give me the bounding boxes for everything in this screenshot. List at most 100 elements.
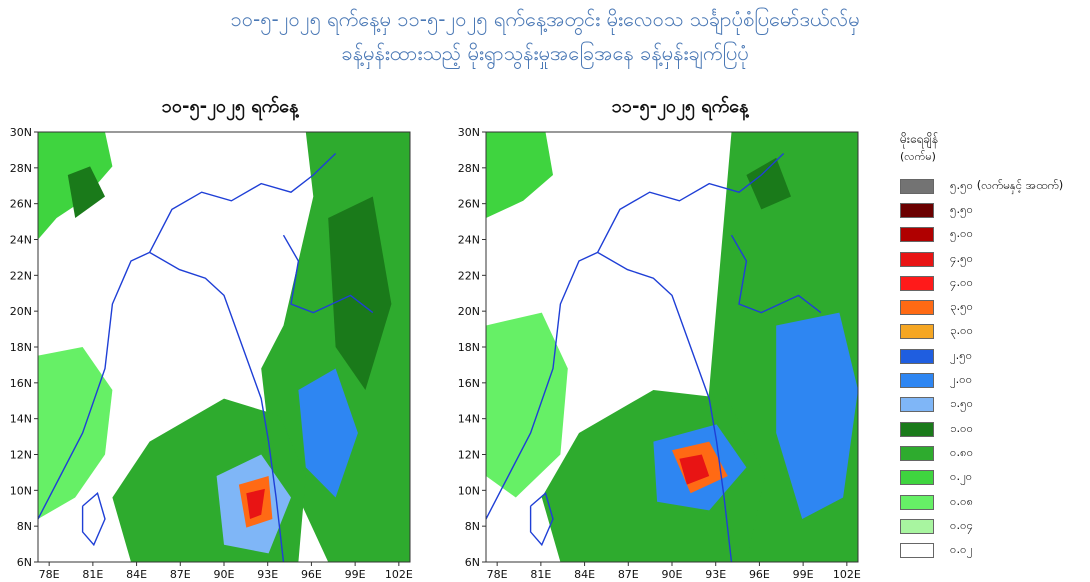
legend-item: ၀.၈၀ — [900, 441, 1090, 465]
lat-tick-label: 12N — [10, 449, 32, 462]
legend-label: ၂.၅၀ — [950, 347, 973, 362]
legend-item: ၄.၀၀ — [900, 271, 1090, 295]
legend-item: ၃.၅၀ — [900, 295, 1090, 319]
coastline — [148, 152, 337, 253]
map-2-heading: ၁၁-၅-၂၀၂၅ ရက်နေ့ — [611, 96, 749, 117]
legend-swatch — [900, 421, 934, 437]
lat-tick-label: 14N — [458, 413, 480, 426]
legend-swatch — [900, 275, 934, 291]
coastline — [529, 491, 554, 547]
legend-item: ၁.၅၀ — [900, 393, 1090, 417]
lon-tick-label: 96E — [301, 568, 322, 581]
lat-tick-label: 20N — [10, 305, 32, 318]
lon-tick-label: 90E — [214, 568, 235, 581]
legend-label: ၀.၈၀ — [950, 444, 974, 459]
lat-tick-label: 6N — [465, 556, 480, 569]
legend-label: ၀.၀၂ — [950, 542, 973, 557]
legend-swatch — [900, 373, 934, 389]
legend-label: ၄.၀၀ — [950, 274, 974, 289]
legend-label: ၄.၅၀ — [950, 250, 974, 265]
legend-item: ၀.၀၈ — [900, 490, 1090, 514]
lat-tick-label: 6N — [17, 556, 32, 569]
legend-item: ၅.၅၀ — [900, 198, 1090, 222]
lat-tick-label: 20N — [458, 305, 480, 318]
coastline — [596, 152, 785, 253]
legend-item: ၅.၀၀ — [900, 223, 1090, 247]
lat-tick-label: 28N — [10, 162, 32, 175]
rain-area — [486, 312, 568, 498]
map-1-heading: ၁၀-၅-၂၀၂၅ ရက်နေ့ — [161, 96, 299, 117]
lat-tick-label: 8N — [465, 520, 480, 533]
page-title-line-1: ၁၀-၅-၂၀၂၅ ရက်နေ့မှ ၁၁-၅-၂၀၂၅ ရက်နေ့အတွင်… — [230, 7, 860, 31]
legend-label: ၃.၀၀ — [950, 323, 974, 338]
lat-tick-label: 22N — [458, 269, 480, 282]
coastline — [282, 234, 374, 314]
legend-item: ၀.၀၂ — [900, 538, 1090, 562]
legend-item: ၂.၀၀ — [900, 368, 1090, 392]
legend-label: ၅.၅၀ (လက်မနှင့် အထက်) — [950, 177, 1064, 192]
lat-tick-label: 26N — [458, 198, 480, 211]
legend-unit: (လက်မ) — [900, 150, 936, 163]
legend-item: ၅.၅၀ (လက်မနှင့် အထက်) — [900, 174, 1090, 198]
rain-area — [328, 196, 392, 390]
legend-swatch — [900, 518, 934, 534]
legend-item: ၁.၀၀ — [900, 417, 1090, 441]
lon-tick-label: 90E — [662, 568, 683, 581]
legend-title: မိုးရေချိန် — [900, 132, 939, 146]
lat-tick-label: 16N — [10, 377, 32, 390]
legend-swatch — [900, 202, 934, 218]
legend-swatch — [900, 227, 934, 243]
rain-area — [38, 347, 113, 519]
legend-label: ၅.၀၀ — [950, 226, 974, 241]
lon-tick-label: 93E — [705, 568, 726, 581]
lon-tick-label: 78E — [39, 568, 60, 581]
legend-item: ၄.၅၀ — [900, 247, 1090, 271]
rain-area — [246, 488, 265, 519]
lon-tick-label: 87E — [618, 568, 639, 581]
lat-tick-label: 10N — [10, 484, 32, 497]
legend-swatch — [900, 300, 934, 316]
legend-item: ၀.၀၄ — [900, 514, 1090, 538]
lon-tick-label: 78E — [487, 568, 508, 581]
lon-tick-label: 84E — [126, 568, 147, 581]
legend-label: ၀.၀၄ — [950, 517, 974, 532]
lon-tick-label: 102E — [385, 568, 413, 581]
legend-item: ၂.၅၀ — [900, 344, 1090, 368]
lat-tick-label: 24N — [10, 234, 32, 247]
legend-label: ၃.၅၀ — [950, 299, 974, 314]
lat-tick-label: 18N — [10, 341, 32, 354]
lat-tick-label: 14N — [10, 413, 32, 426]
lat-tick-label: 22N — [10, 269, 32, 282]
legend-swatch — [900, 178, 934, 194]
coastline — [37, 251, 285, 563]
legend-label: ၀.၀၈ — [950, 493, 974, 508]
lon-tick-label: 93E — [257, 568, 278, 581]
legend-swatch — [900, 543, 934, 559]
legend-swatch — [900, 445, 934, 461]
legend-label: ၂.၀၀ — [950, 372, 973, 387]
lon-tick-label: 96E — [749, 568, 770, 581]
rain-area — [746, 157, 791, 210]
rainfall-legend: မိုးရေချိန် (လက်မ) ၅.၅၀ (လက်မနှင့် အထက်)… — [900, 130, 1090, 563]
rainfall-map-day-1: 30N 28N 26N 24N 22N 20N 18N 16N 14N 12N 10N 8N 6N 78E… — [0, 122, 450, 582]
legend-swatch — [900, 470, 934, 486]
legend-swatch — [900, 494, 934, 510]
lon-tick-label: 99E — [345, 568, 366, 581]
lat-tick-label: 26N — [10, 198, 32, 211]
legend-swatch — [900, 324, 934, 340]
coastline — [81, 491, 106, 547]
coastline — [485, 251, 733, 563]
lat-tick-label: 12N — [458, 449, 480, 462]
rain-area — [486, 132, 553, 218]
lat-tick-label: 8N — [17, 520, 32, 533]
lat-tick-label: 10N — [458, 484, 480, 497]
rain-area — [776, 312, 858, 519]
lon-tick-label: 102E — [833, 568, 861, 581]
lon-tick-label: 81E — [82, 568, 103, 581]
lon-tick-label: 99E — [793, 568, 814, 581]
lat-tick-label: 30N — [10, 126, 32, 139]
legend-label: ၁.၀၀ — [950, 420, 974, 435]
legend-swatch — [900, 397, 934, 413]
legend-item: ၀.၂၀ — [900, 466, 1090, 490]
lat-tick-label: 28N — [458, 162, 480, 175]
